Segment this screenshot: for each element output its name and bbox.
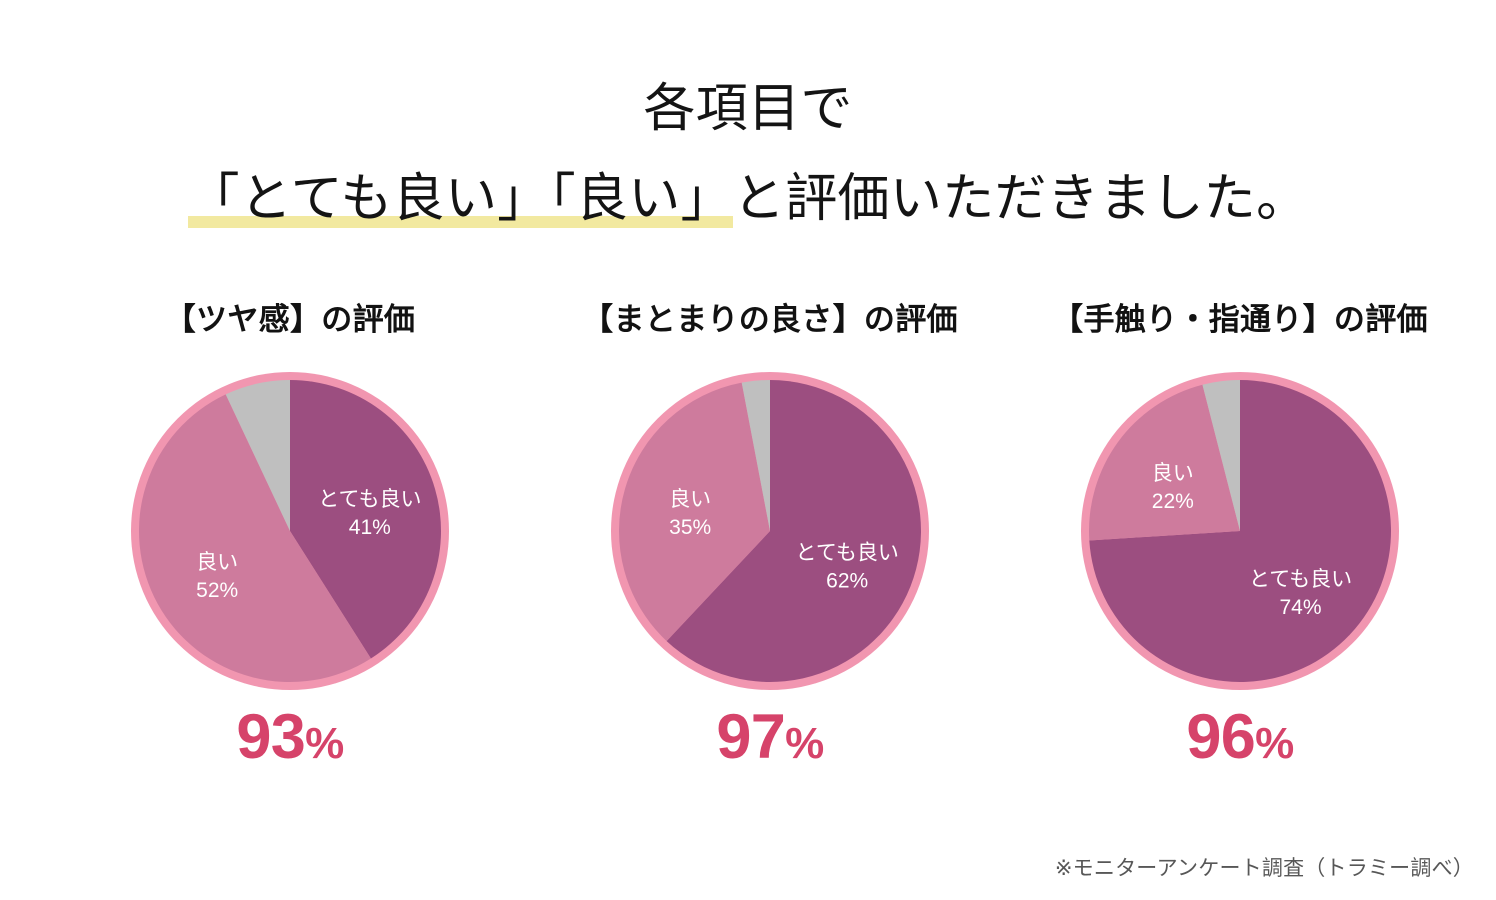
footnote: ※モニターアンケート調査（トラミー調べ） <box>1054 857 1474 880</box>
headline: 各項目で 「とても良い」「良い」と評価いただきました。 <box>0 78 1496 232</box>
total-unit-0: % <box>305 719 344 768</box>
chart-column-tezawari: 【手触り・指通り】の評価 とても良い 74% 良い 22% 96% <box>1005 300 1475 779</box>
pie-slice-0 <box>290 380 441 659</box>
slice-label-very-good-0: とても良い <box>318 488 421 511</box>
pie-slice-1 <box>1089 384 1240 541</box>
headline-highlight: 「とても良い」「良い」 <box>187 171 733 228</box>
slice-value-good-1: 35% <box>669 516 711 539</box>
slice-label-very-good-1: とても良い <box>796 542 899 565</box>
pie-chart-1: とても良い 62% 良い 35% <box>605 366 935 696</box>
pie-chart-0: とても良い 41% 良い 52% <box>125 366 455 696</box>
pie-slice-1 <box>618 382 770 642</box>
slice-label-good-0: 良い <box>196 551 238 574</box>
pie-slice-0 <box>666 380 922 682</box>
pie-svg-0: とても良い 41% 良い 52% <box>131 372 449 690</box>
pie-slices-2 <box>1089 380 1392 682</box>
pie-chart-2: とても良い 74% 良い 22% <box>1075 366 1405 696</box>
headline-line-2: 「とても良い」「良い」と評価いただきました。 <box>0 168 1496 232</box>
slice-label-good-2: 良い <box>1152 462 1194 485</box>
total-percent-1: 97% <box>535 702 1005 779</box>
charts-row: 【ツヤ感】の評価 とても良い 41% 良い 52% 93% 【まとまりの良さ】の… <box>0 300 1496 820</box>
slice-value-very-good-0: 41% <box>349 516 391 539</box>
slice-value-very-good-1: 62% <box>826 570 868 593</box>
slice-value-good-2: 22% <box>1152 490 1194 513</box>
total-number-0: 93 <box>236 702 306 772</box>
total-percent-0: 93% <box>55 702 525 779</box>
pie-slices-1 <box>618 380 922 682</box>
slice-value-good-0: 52% <box>196 579 238 602</box>
slice-label-very-good-2: とても良い <box>1249 568 1352 591</box>
pie-slice-2 <box>741 380 770 531</box>
total-percent-2: 96% <box>1005 702 1475 779</box>
slice-value-very-good-2: 74% <box>1279 596 1321 619</box>
pie-slice-0 <box>1089 380 1392 682</box>
pie-svg-2: とても良い 74% 良い 22% <box>1081 372 1399 690</box>
headline-line-2-rest: と評価いただきました。 <box>732 171 1309 228</box>
pie-slices-0 <box>138 380 441 683</box>
pie-slice-2 <box>225 380 290 531</box>
headline-line-1: 各項目で <box>643 81 853 138</box>
chart-title-1: 【まとまりの良さ】の評価 <box>582 302 958 337</box>
pie-svg-1: とても良い 62% 良い 35% <box>611 372 929 690</box>
total-unit-1: % <box>785 719 824 768</box>
chart-title-0: 【ツヤ感】の評価 <box>164 302 416 337</box>
slice-label-good-1: 良い <box>669 488 711 511</box>
pie-slice-1 <box>138 394 371 683</box>
chart-title-2: 【手触り・指通り】の評価 <box>1052 302 1428 337</box>
chart-column-tsuyakan: 【ツヤ感】の評価 とても良い 41% 良い 52% 93% <box>55 300 525 779</box>
chart-column-matomari: 【まとまりの良さ】の評価 とても良い 62% 良い 35% 97% <box>535 300 1005 779</box>
total-number-1: 97 <box>716 702 786 772</box>
total-number-2: 96 <box>1186 702 1256 772</box>
pie-slice-2 <box>1202 380 1240 531</box>
total-unit-2: % <box>1255 719 1294 768</box>
